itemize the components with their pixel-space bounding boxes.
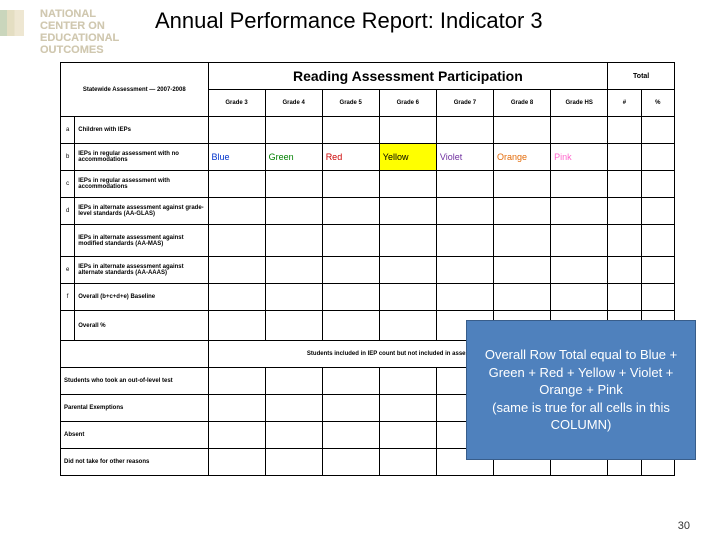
row-letter — [61, 225, 75, 257]
logo: NATIONAL CENTER ON EDUCATIONAL OUTCOMES — [18, 8, 97, 56]
logo-line1: NATIONAL — [40, 8, 119, 20]
row-letter: b — [61, 144, 75, 171]
row-label: IEPs in alternate assessment against mod… — [75, 225, 208, 257]
total-label: Total — [608, 63, 675, 90]
cell-blue: Blue — [208, 144, 265, 171]
row-label: IEPs in alternate assessment against gra… — [75, 198, 208, 225]
table-row: a Children with IEPs — [61, 117, 675, 144]
row-letter: f — [61, 284, 75, 311]
row-label: IEPs in alternate assessment against alt… — [75, 257, 208, 284]
col-g8: Grade 8 — [493, 90, 550, 117]
assessment-label: Statewide Assessment — 2007-2008 — [61, 63, 209, 117]
cell-orange: Orange — [493, 144, 550, 171]
row-letter: e — [61, 257, 75, 284]
table-row: e IEPs in alternate assessment against a… — [61, 257, 675, 284]
row-label: Children with IEPs — [75, 117, 208, 144]
col-g5: Grade 5 — [322, 90, 379, 117]
callout-box: Overall Row Total equal to Blue + Green … — [466, 320, 696, 460]
table-row: f Overall (b+c+d+e) Baseline — [61, 284, 675, 311]
cell-yellow: Yellow — [379, 144, 436, 171]
table-row: d IEPs in alternate assessment against g… — [61, 198, 675, 225]
row-letter: a — [61, 117, 75, 144]
page-number: 30 — [678, 520, 690, 532]
row-label: Overall % — [75, 311, 208, 341]
callout-text: Overall Row Total equal to Blue + Green … — [477, 346, 685, 434]
table-row: IEPs in alternate assessment against mod… — [61, 225, 675, 257]
col-g7: Grade 7 — [436, 90, 493, 117]
row-letter: c — [61, 171, 75, 198]
row-label: Overall (b+c+d+e) Baseline — [75, 284, 208, 311]
footer-label: Did not take for other reasons — [61, 449, 209, 476]
row-letter — [61, 311, 75, 341]
page-title: Annual Performance Report: Indicator 3 — [155, 0, 720, 34]
footer-label: Absent — [61, 422, 209, 449]
cell-red: Red — [322, 144, 379, 171]
col-pct: % — [641, 90, 674, 117]
cell-pink: Pink — [551, 144, 608, 171]
logo-line2: CENTER ON — [40, 20, 119, 32]
cell-violet: Violet — [436, 144, 493, 171]
cell-green: Green — [265, 144, 322, 171]
row-letter: d — [61, 198, 75, 225]
footer-label: Students who took an out-of-level test — [61, 368, 209, 395]
logo-line4: OUTCOMES — [40, 44, 119, 56]
col-g6: Grade 6 — [379, 90, 436, 117]
col-g4: Grade 4 — [265, 90, 322, 117]
col-num: # — [608, 90, 641, 117]
table-row: b IEPs in regular assessment with no acc… — [61, 144, 675, 171]
table-row: c IEPs in regular assessment with accomm… — [61, 171, 675, 198]
col-g3: Grade 3 — [208, 90, 265, 117]
footer-label: Parental Exemptions — [61, 395, 209, 422]
table-row: Statewide Assessment — 2007-2008 Reading… — [61, 63, 675, 90]
logo-line3: EDUCATIONAL — [40, 32, 119, 44]
col-ghs: Grade HS — [551, 90, 608, 117]
row-label: IEPs in regular assessment with accommod… — [75, 171, 208, 198]
section-heading: Reading Assessment Participation — [208, 63, 608, 90]
row-label: IEPs in regular assessment with no accom… — [75, 144, 208, 171]
